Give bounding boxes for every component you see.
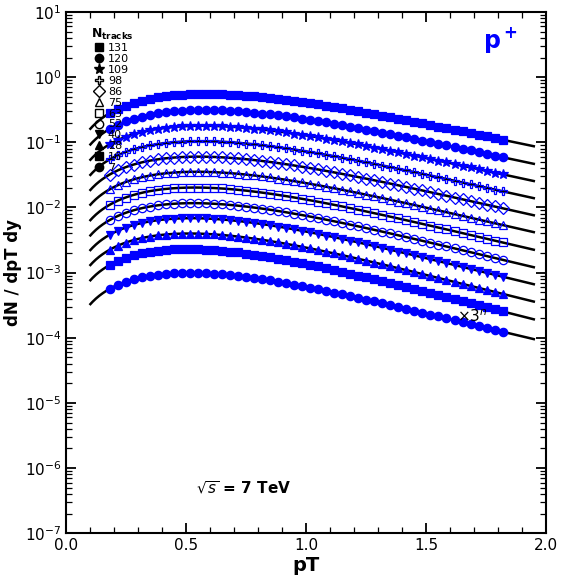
Legend: 131, 120, 109, 98, 86, 75, 63, 52, 40, 28, 16, 7: 131, 120, 109, 98, 86, 75, 63, 52, 40, 2… [87,23,138,177]
Y-axis label: dN / dpT dy: dN / dpT dy [4,219,22,326]
Text: $\times 3^n$: $\times 3^n$ [457,309,488,325]
Text: $\sqrt{s}$ = 7 TeV: $\sqrt{s}$ = 7 TeV [196,480,291,497]
Text: $\mathbf{p^+}$: $\mathbf{p^+}$ [483,25,518,55]
X-axis label: pT: pT [292,556,320,575]
